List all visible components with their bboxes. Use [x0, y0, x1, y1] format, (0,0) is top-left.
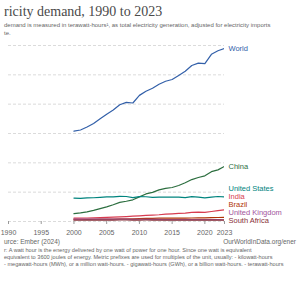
- svg-text:Brazil: Brazil: [229, 200, 248, 209]
- svg-text:United Kingdom: United Kingdom: [229, 208, 282, 217]
- svg-text:South Africa: South Africa: [229, 216, 270, 225]
- svg-text:2020: 2020: [197, 229, 213, 236]
- svg-text:United States: United States: [229, 184, 274, 193]
- svg-text:2015: 2015: [164, 229, 180, 236]
- html-text:te.: te.: [4, 30, 11, 36]
- svg-text:1995: 1995: [33, 229, 49, 236]
- html-text:ricity demand, 1990 to 2023: ricity demand, 1990 to 2023: [4, 4, 163, 19]
- svg-text:World: World: [229, 44, 248, 53]
- html-text:r: A watt hour is the energy d: r: A watt hour is the energy delivered b…: [4, 247, 252, 253]
- svg-text:2000: 2000: [66, 229, 82, 236]
- svg-text:2023: 2023: [217, 229, 233, 236]
- html-text:demand is measured in terawatt: demand is measured in terawatt-hours¹, a…: [4, 22, 271, 28]
- svg-text:2010: 2010: [132, 229, 148, 236]
- svg-text:China: China: [229, 162, 249, 171]
- html-text:OurWorldInData.org/ener: OurWorldInData.org/ener: [223, 238, 296, 245]
- svg-text:India: India: [229, 192, 246, 201]
- html-text:equivalent to 3600 joules of e: equivalent to 3600 joules of energy. Met…: [4, 254, 273, 260]
- html-text:urce: Ember (2024): urce: Ember (2024): [4, 238, 60, 245]
- html-text:- megawatt-hours (MWh), or a m: - megawatt-hours (MWh), or a million wat…: [4, 261, 284, 267]
- svg-text:2005: 2005: [99, 229, 115, 236]
- svg-text:1990: 1990: [1, 229, 17, 236]
